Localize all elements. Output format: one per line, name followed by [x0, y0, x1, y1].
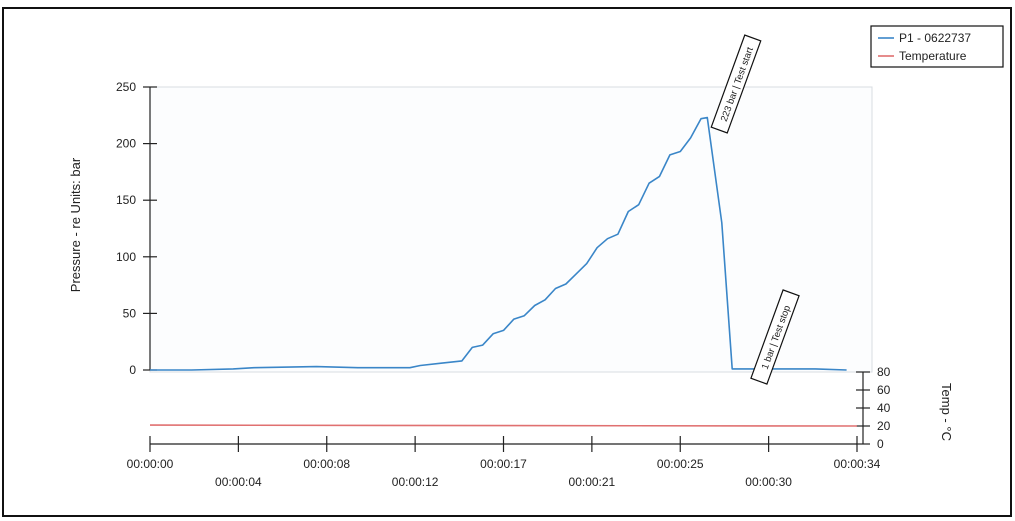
annotation-box	[710, 34, 762, 134]
y2-tick-label: 60	[877, 383, 891, 397]
legend: P1 - 0622737 Temperature	[870, 25, 1004, 68]
x-tick-label: 00:00:12	[392, 475, 439, 489]
y-tick-label: 150	[116, 193, 136, 207]
annotation-box	[750, 289, 800, 385]
x-tick-label: 00:00:30	[745, 475, 792, 489]
axes-layer: 0 50 100 150 200 250 0 20 40 60 80 00:00:00 00:00:08…	[116, 80, 891, 489]
y-axis-label: Pressure - re Units: bar	[68, 157, 83, 292]
y-tick-label: 0	[129, 363, 136, 377]
y2-tick-label: 80	[877, 365, 891, 379]
y-tick-label: 100	[116, 250, 136, 264]
plot-background	[149, 86, 873, 373]
outer-border	[2, 7, 1012, 517]
x-tick-label: 00:00:00	[127, 457, 174, 471]
y2-tick-label: 0	[877, 437, 884, 451]
x-tick-label: 00:00:21	[569, 475, 616, 489]
pressure-series-line	[150, 116, 847, 371]
x-tick-label: 00:00:04	[215, 475, 262, 489]
y-tick-label: 50	[123, 306, 137, 320]
legend-label-pressure: P1 - 0622737	[899, 31, 971, 45]
series-layer	[149, 116, 858, 427]
x-tick-label: 00:00:17	[480, 457, 527, 471]
legend-box	[870, 25, 1004, 68]
y2-tick-label: 40	[877, 401, 891, 415]
x-tick-label: 00:00:25	[657, 457, 704, 471]
x-tick-label: 00:00:08	[303, 457, 350, 471]
y2-tick-label: 20	[877, 419, 891, 433]
x-tick-label: 00:00:34	[834, 457, 881, 471]
y-tick-label: 250	[116, 80, 136, 94]
y2-axis-label: Temp - °C	[939, 383, 954, 441]
legend-label-temperature: Temperature	[899, 49, 967, 63]
temperature-series-line	[149, 424, 858, 427]
y-tick-label: 200	[116, 137, 136, 151]
